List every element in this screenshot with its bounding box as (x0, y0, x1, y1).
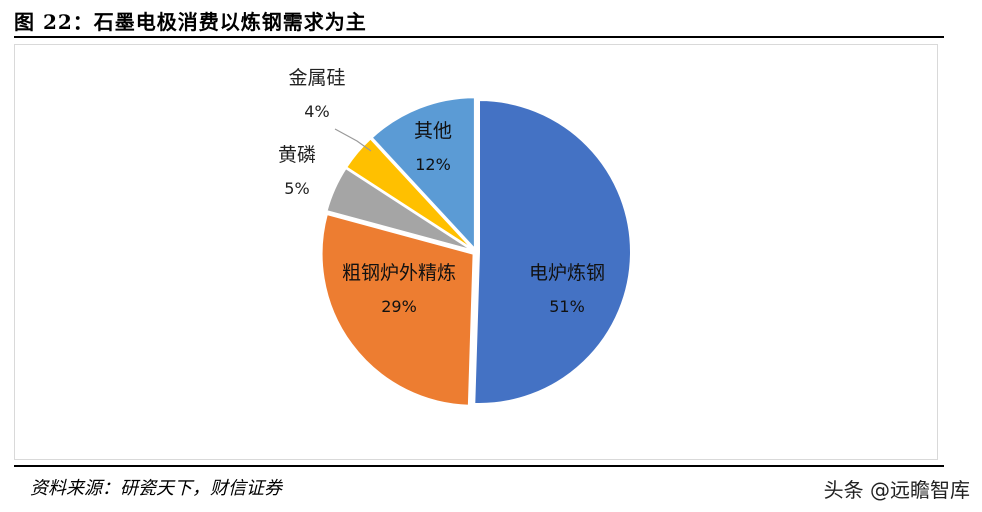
slice-label-3: 黄磷 (278, 144, 316, 166)
source-note: 资料来源：研瓷天下，财信证券 (30, 478, 282, 499)
pie-chart: 电炉炼钢 51% 粗钢炉外精炼 29% 黄磷 5% 金属硅 4% 其他 12% (278, 67, 632, 407)
bottom-rule (14, 465, 944, 467)
figure-title: 图 22：石墨电极消费以炼钢需求为主 (14, 10, 367, 34)
slice-value-1: 51% (549, 297, 585, 316)
slice-value-3: 5% (284, 179, 309, 198)
leader-line-4 (334, 128, 372, 152)
slice-label-2: 粗钢炉外精炼 (342, 262, 456, 284)
pie-slice-1 (473, 99, 632, 405)
slice-value-2: 29% (381, 297, 417, 316)
title-rule (14, 36, 944, 38)
slice-value-4: 4% (304, 102, 329, 121)
pie-slice-5 (370, 96, 476, 252)
watermark: 头条 @远瞻智库 (823, 478, 970, 502)
pie-slice-4 (344, 137, 475, 251)
pie-slice-2 (320, 212, 475, 407)
chart-area: 电炉炼钢 51% 粗钢炉外精炼 29% 黄磷 5% 金属硅 4% 其他 12% (14, 44, 938, 460)
slice-label-1: 电炉炼钢 (529, 262, 605, 284)
slice-label-4: 金属硅 (288, 67, 345, 89)
slice-value-5: 12% (415, 155, 451, 174)
slice-label-5: 其他 (414, 120, 452, 142)
